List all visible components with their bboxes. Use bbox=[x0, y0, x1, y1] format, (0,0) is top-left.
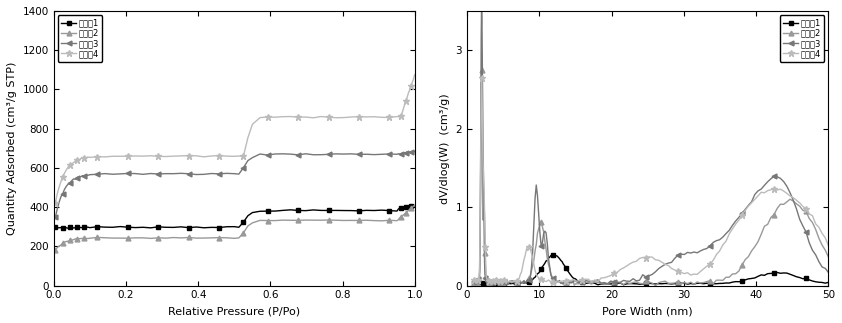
实施例4 bbox=[498, 279, 508, 283]
实施例3 bbox=[628, 277, 638, 281]
实施例1 bbox=[51, 225, 61, 229]
X-axis label: Relative Pressure (P/Po): Relative Pressure (P/Po) bbox=[168, 306, 301, 316]
实施例2 bbox=[234, 236, 244, 240]
实施例3 bbox=[51, 215, 61, 219]
实施例1 bbox=[513, 281, 523, 285]
实施例2 bbox=[477, 68, 487, 72]
实施例2 bbox=[823, 255, 834, 259]
Line: 实施例2: 实施例2 bbox=[472, 67, 831, 288]
Line: 实施例3: 实施例3 bbox=[53, 149, 417, 220]
实施例4 bbox=[513, 278, 523, 282]
实施例4 bbox=[546, 281, 556, 285]
实施例2 bbox=[51, 248, 61, 252]
实施例1 bbox=[392, 209, 402, 213]
实施例1 bbox=[63, 226, 73, 230]
实施例4 bbox=[138, 154, 148, 158]
实施例2 bbox=[63, 239, 73, 243]
实施例2 bbox=[410, 203, 420, 207]
实施例3 bbox=[488, 280, 498, 284]
Line: 实施例2: 实施例2 bbox=[53, 203, 417, 252]
实施例3 bbox=[469, 279, 479, 283]
实施例3 bbox=[63, 182, 73, 186]
实施例4 bbox=[469, 278, 479, 282]
Legend: 实施例1, 实施例2, 实施例3, 实施例4: 实施例1, 实施例2, 实施例3, 实施例4 bbox=[780, 15, 824, 61]
实施例4 bbox=[51, 201, 61, 205]
实施例3 bbox=[234, 172, 244, 176]
实施例3 bbox=[477, 4, 487, 8]
实施例4 bbox=[823, 244, 834, 248]
实施例3 bbox=[514, 280, 525, 284]
实施例2 bbox=[513, 279, 523, 283]
Line: 实施例4: 实施例4 bbox=[472, 75, 832, 286]
实施例2 bbox=[308, 218, 318, 222]
Line: 实施例1: 实施例1 bbox=[472, 253, 831, 287]
实施例4 bbox=[384, 116, 394, 120]
Line: 实施例4: 实施例4 bbox=[52, 72, 418, 206]
实施例2 bbox=[488, 280, 498, 284]
实施例3 bbox=[384, 152, 394, 156]
实施例3 bbox=[471, 282, 481, 286]
实施例3 bbox=[823, 271, 834, 275]
Y-axis label: Quantity Adsorbed (cm³/g STP): Quantity Adsorbed (cm³/g STP) bbox=[7, 62, 17, 235]
实施例4 bbox=[477, 76, 487, 80]
实施例2 bbox=[763, 223, 773, 226]
实施例3 bbox=[410, 150, 420, 153]
X-axis label: Pore Width (nm): Pore Width (nm) bbox=[602, 306, 693, 316]
实施例3 bbox=[408, 149, 418, 153]
实施例1 bbox=[479, 282, 489, 286]
实施例1 bbox=[410, 204, 420, 208]
实施例1 bbox=[499, 283, 509, 287]
Line: 实施例3: 实施例3 bbox=[472, 4, 831, 287]
实施例1 bbox=[301, 209, 311, 213]
实施例1 bbox=[823, 280, 834, 284]
实施例2 bbox=[138, 236, 148, 240]
Y-axis label: dV/dlog(W)  (cm³/g): dV/dlog(W) (cm³/g) bbox=[440, 93, 450, 203]
实施例4 bbox=[293, 115, 303, 119]
Line: 实施例1: 实施例1 bbox=[53, 203, 417, 231]
实施例2 bbox=[293, 218, 303, 222]
实施例1 bbox=[469, 281, 479, 285]
实施例3 bbox=[308, 153, 318, 157]
实施例1 bbox=[316, 208, 326, 212]
实施例2 bbox=[469, 281, 479, 285]
实施例1 bbox=[146, 226, 156, 230]
实施例1 bbox=[763, 272, 773, 276]
实施例4 bbox=[63, 165, 73, 169]
实施例2 bbox=[498, 281, 508, 285]
实施例1 bbox=[498, 282, 508, 286]
实施例3 bbox=[498, 280, 509, 284]
实施例4 bbox=[480, 227, 490, 231]
实施例4 bbox=[410, 73, 420, 77]
实施例4 bbox=[234, 154, 244, 158]
实施例4 bbox=[763, 189, 773, 193]
实施例1 bbox=[628, 282, 638, 286]
实施例1 bbox=[238, 220, 248, 224]
Legend: 实施例1, 实施例2, 实施例3, 实施例4: 实施例1, 实施例2, 实施例3, 实施例4 bbox=[58, 15, 103, 61]
实施例3 bbox=[138, 172, 148, 176]
实施例1 bbox=[65, 225, 75, 229]
实施例3 bbox=[763, 180, 773, 184]
实施例3 bbox=[480, 276, 490, 280]
实施例2 bbox=[625, 282, 635, 286]
实施例1 bbox=[408, 203, 418, 207]
实施例2 bbox=[480, 233, 490, 237]
实施例4 bbox=[488, 280, 498, 284]
实施例2 bbox=[651, 284, 661, 287]
实施例4 bbox=[628, 260, 638, 264]
实施例3 bbox=[293, 153, 303, 157]
实施例1 bbox=[550, 253, 560, 257]
实施例4 bbox=[308, 116, 318, 120]
实施例1 bbox=[487, 282, 497, 286]
实施例2 bbox=[384, 218, 394, 222]
